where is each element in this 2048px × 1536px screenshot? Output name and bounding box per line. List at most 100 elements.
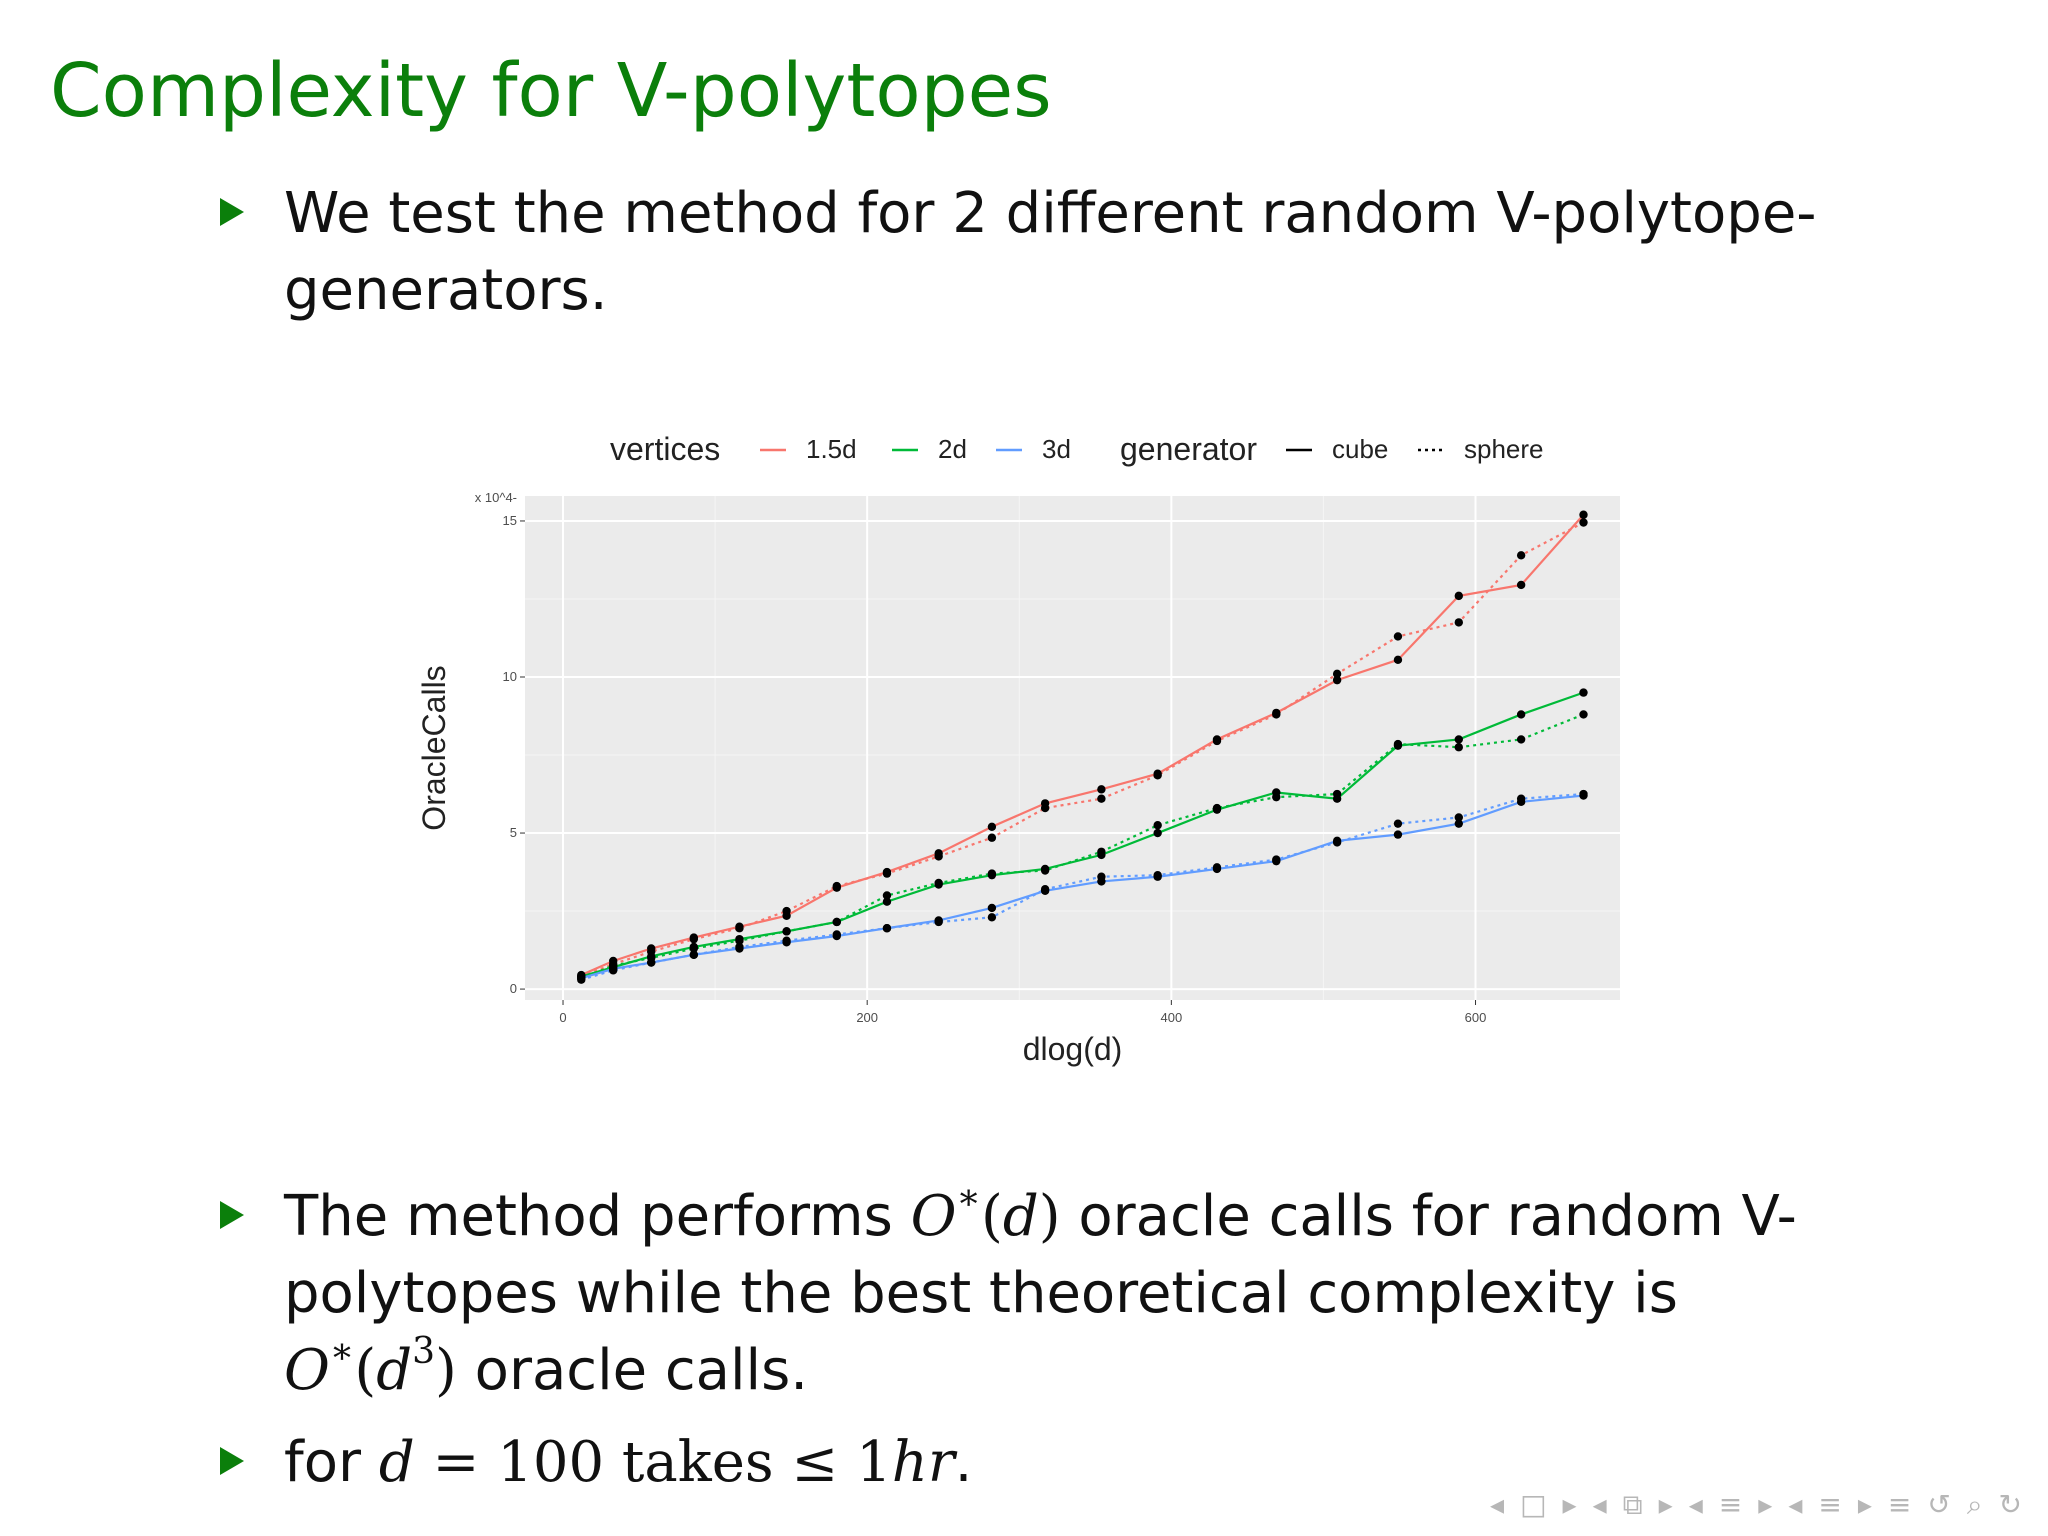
data-point [1454, 591, 1463, 601]
complexity-o-star-d: O∗(d) [910, 1177, 1061, 1250]
bullet-2: The method performs O∗(d) oracle calls f… [220, 1178, 1860, 1409]
series-line-2d-cube [580, 691, 1584, 978]
data-point [782, 906, 791, 916]
data-point [1516, 551, 1526, 560]
data-point [689, 944, 699, 953]
bullet-3-end: . [954, 1430, 973, 1495]
data-point [1454, 819, 1463, 828]
x-tick-label: 0 [559, 1010, 566, 1025]
data-point [689, 934, 699, 944]
beamer-navigation-bar[interactable]: ◂ □ ▸ ◂ ⧉ ▸ ◂ ≡ ▸ ◂ ≡ ▸ ≡ ↺ ⌕ ↻ [1480, 1488, 2028, 1522]
series-line-2d-sphere [580, 713, 1584, 980]
nav-forward-icon[interactable]: ↻ [1998, 1488, 2028, 1521]
data-point [1153, 828, 1162, 838]
y-tick-label: 10 [503, 669, 517, 684]
data-point [1516, 710, 1526, 719]
nav-next-icon[interactable]: ▸ [1857, 1488, 1878, 1521]
data-point [1097, 872, 1106, 881]
chart-panel [525, 496, 1620, 1000]
data-point [1040, 866, 1050, 875]
bullet-2-text-c: oracle calls. [456, 1338, 809, 1403]
y-multiplier-label: x 10^4- [475, 490, 517, 505]
data-point [882, 924, 892, 933]
data-point [1393, 655, 1403, 665]
data-point [1332, 838, 1342, 847]
nav-next-icon[interactable]: ▸ [1758, 1488, 1779, 1521]
bullet-3: for d = 100 takes ≤ 1hr. [220, 1424, 1860, 1501]
data-point [1212, 736, 1222, 746]
data-point [882, 869, 892, 878]
x-tick-label: 200 [856, 1010, 878, 1025]
data-point [1393, 739, 1403, 749]
data-point [1097, 847, 1106, 856]
data-point [1153, 771, 1162, 780]
data-point [1454, 618, 1463, 627]
chart-series [577, 510, 1588, 984]
legend-label: sphere [1464, 434, 1544, 464]
nav-prev-icon[interactable]: ◂ [1688, 1488, 1709, 1521]
complexity-o-star-d3: O∗(d3) [284, 1331, 457, 1404]
data-point [1579, 789, 1588, 799]
nav-toc-icon[interactable]: ≡ [1887, 1488, 1918, 1521]
data-point [934, 852, 943, 861]
nav-next-icon[interactable]: ▸ [1562, 1488, 1583, 1521]
y-axis-label: OracleCalls [416, 665, 452, 830]
nav-search-icon[interactable]: ⌕ [1966, 1488, 1989, 1521]
data-point [1579, 510, 1588, 519]
bullet-marker-icon [220, 1201, 244, 1229]
data-point [1516, 580, 1526, 590]
data-point [735, 936, 744, 945]
data-point [882, 891, 892, 900]
data-point [1332, 675, 1342, 685]
data-point [1332, 789, 1342, 799]
data-point [987, 913, 997, 922]
bullet-1: We test the method for 2 different rando… [220, 175, 1860, 329]
data-point [1212, 803, 1222, 813]
chart-legend: vertices 1.5d 2d 3d generator cube sphere [610, 431, 1544, 467]
bullet-3-text-a: for [284, 1430, 379, 1495]
data-point [832, 917, 841, 927]
data-point [609, 966, 618, 975]
data-point [1454, 735, 1463, 744]
data-point [987, 869, 997, 878]
nav-subsection-icon[interactable]: ⧉ [1622, 1488, 1649, 1521]
series-line-1.5d-cube [580, 513, 1585, 977]
data-point [1393, 830, 1403, 839]
data-point [689, 950, 699, 959]
data-point [1040, 803, 1050, 813]
legend-label: 2d [938, 434, 967, 464]
data-point [1579, 710, 1588, 719]
data-point [934, 878, 943, 888]
nav-back-icon[interactable]: ↺ [1927, 1488, 1957, 1521]
nav-doc-icon[interactable]: ≡ [1818, 1488, 1848, 1521]
nav-prev-icon[interactable]: ◂ [1592, 1488, 1613, 1521]
data-point [1454, 743, 1463, 752]
data-point [1272, 710, 1281, 719]
data-point [934, 917, 943, 927]
nav-next-icon[interactable]: ▸ [1658, 1488, 1679, 1521]
data-point [1393, 819, 1403, 828]
y-tick-label: 15 [503, 513, 517, 528]
bullet-3-math: d = 100 takes ≤ 1hr [378, 1430, 955, 1495]
oracle-calls-chart: vertices 1.5d 2d 3d generator cube sphere 0 200… [405, 420, 1655, 1080]
bullet-2-text-b: oracle calls for random V-polytopes whil… [284, 1184, 1797, 1326]
data-point [1097, 785, 1106, 794]
data-point [987, 833, 997, 842]
nav-prev-icon[interactable]: ◂ [1788, 1488, 1809, 1521]
nav-section-icon[interactable]: ≡ [1718, 1488, 1749, 1521]
data-point [1579, 688, 1588, 697]
nav-prev-icon[interactable]: ◂ [1490, 1488, 1511, 1521]
nav-frame-icon[interactable]: □ [1520, 1488, 1553, 1521]
legend-title: vertices [610, 431, 720, 467]
data-point [1454, 813, 1463, 822]
legend-label: 1.5d [806, 434, 857, 464]
data-point [1272, 855, 1281, 864]
bullet-marker-icon [220, 1447, 244, 1475]
slide-title: Complexity for V-polytopes [50, 48, 1052, 134]
data-point [1579, 518, 1588, 527]
data-point [1097, 794, 1106, 803]
data-point [1516, 794, 1526, 803]
x-axis-label: dlog(d) [1023, 1031, 1123, 1067]
data-point [647, 958, 656, 967]
legend-label: 3d [1042, 434, 1071, 464]
